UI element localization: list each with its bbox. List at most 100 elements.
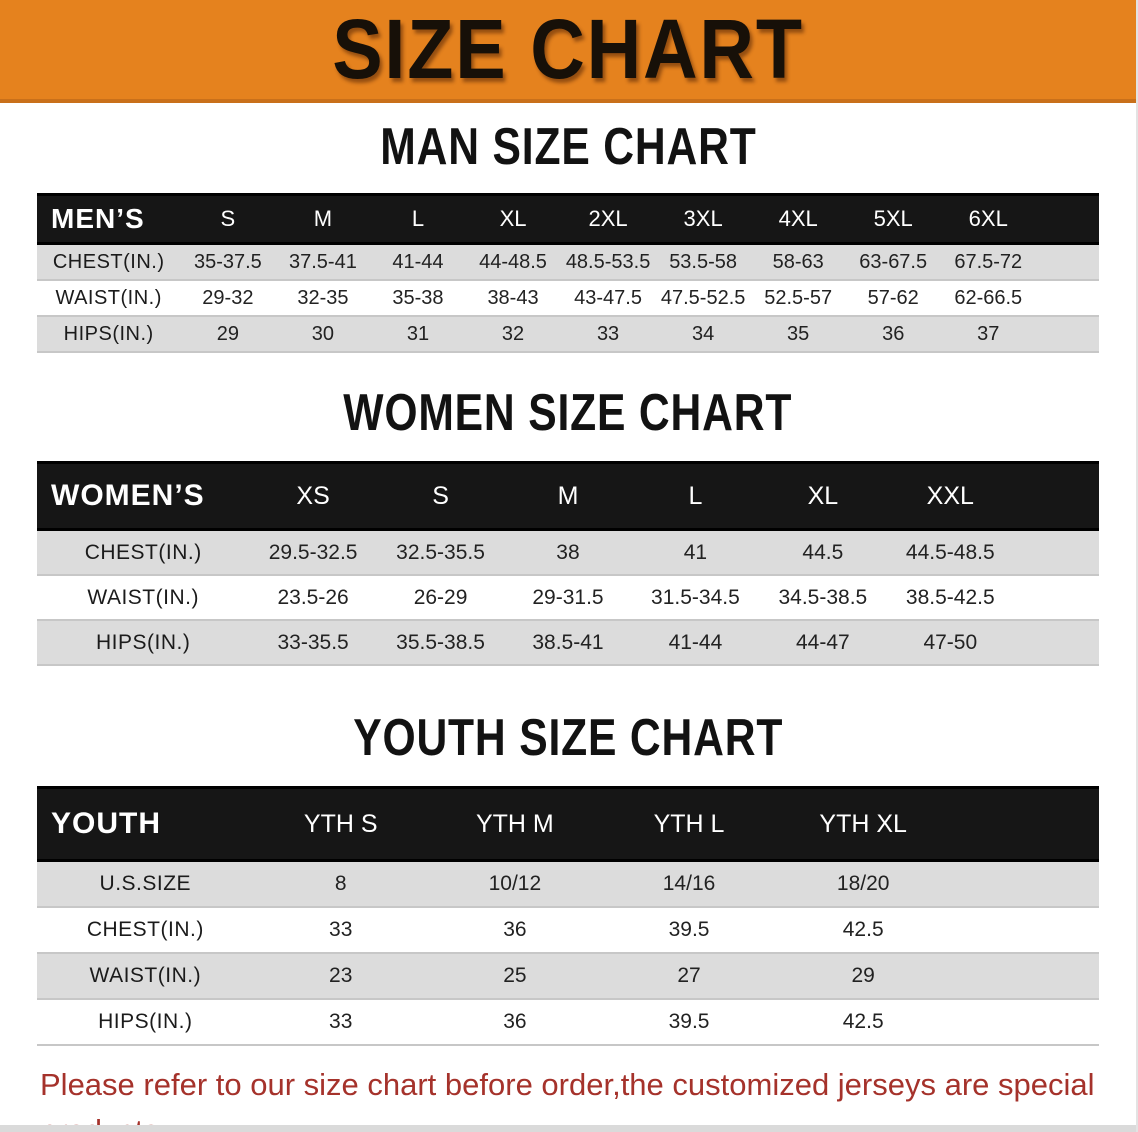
measurement-value: 35-38 <box>370 280 466 317</box>
men-section-heading-text: MAN SIZE CHART <box>379 118 757 176</box>
measurement-value: 31.5-34.5 <box>631 575 760 621</box>
spacer-cell <box>950 860 1099 908</box>
measurement-value: 48.5-53.5 <box>560 243 656 281</box>
size-column-header: M <box>275 193 371 245</box>
size-column-header: YTH L <box>601 786 777 862</box>
table-title-cell: YOUTH <box>37 786 254 862</box>
youth-section-heading-text: YOUTH SIZE CHART <box>352 709 784 767</box>
measurement-value: 39.5 <box>601 999 777 1046</box>
row-label: HIPS(IN.) <box>37 620 250 666</box>
measurement-value: 44.5 <box>759 529 887 576</box>
row-label: HIPS(IN.) <box>37 316 181 353</box>
spacer-cell <box>1014 620 1099 666</box>
men-section-heading: MAN SIZE CHART <box>0 119 1136 175</box>
measurement-row: CHEST(IN.) 33 36 39.5 42.5 <box>37 907 1099 954</box>
measurement-value: 29 <box>776 953 951 1000</box>
measurement-row: HIPS(IN.) 33-35.5 35.5-38.5 38.5-41 41-44 44-… <box>37 620 1099 666</box>
men-section: MAN SIZE CHART MEN’S S M L XL 2XL 3XL 4XL 5XL 6XL… <box>0 119 1136 353</box>
measurement-value: 29-31.5 <box>504 575 632 621</box>
measurement-row: WAIST(IN.) 23.5-26 26-29 29-31.5 31.5-34.5 34… <box>37 575 1099 621</box>
banner: SIZE CHART <box>0 0 1136 103</box>
size-column-header: YTH S <box>253 786 428 862</box>
size-column-header: YTH M <box>427 786 602 862</box>
size-column-header: XL <box>465 193 561 245</box>
size-column-header: XXL <box>886 461 1015 531</box>
measurement-value: 35-37.5 <box>180 243 276 281</box>
measurement-value: 58-63 <box>750 243 846 281</box>
measurement-value: 53.5-58 <box>655 243 751 281</box>
measurement-value: 41 <box>631 529 760 576</box>
measurement-value: 31 <box>370 316 466 353</box>
row-label: CHEST(IN.) <box>37 529 250 576</box>
spacer-cell <box>950 999 1099 1046</box>
size-column-header: YTH XL <box>776 786 951 862</box>
spacer-cell <box>950 786 1099 862</box>
measurement-value: 33 <box>560 316 656 353</box>
size-column-header: S <box>376 461 505 531</box>
measurement-value: 63-67.5 <box>845 243 941 281</box>
women-section: WOMEN SIZE CHART WOMEN’S XS S M L XL XXL CHEST(… <box>0 385 1136 666</box>
measurement-value: 30 <box>275 316 371 353</box>
measurement-value: 23 <box>253 953 428 1000</box>
measurement-value: 36 <box>427 907 602 954</box>
spacer-cell <box>1035 316 1099 353</box>
spacer-cell <box>1014 575 1099 621</box>
measurement-value: 27 <box>601 953 777 1000</box>
measurement-value: 33 <box>253 999 428 1046</box>
measurement-value: 32 <box>465 316 561 353</box>
women-section-heading-text: WOMEN SIZE CHART <box>343 384 793 442</box>
youth-size-table: YOUTH YTH S YTH M YTH L YTH XL U.S.SIZE 8 10/12… <box>37 786 1099 1046</box>
measurement-value: 52.5-57 <box>750 280 846 317</box>
row-label: WAIST(IN.) <box>37 575 250 621</box>
size-column-header: 6XL <box>940 193 1036 245</box>
measurement-row: U.S.SIZE 8 10/12 14/16 18/20 <box>37 860 1099 908</box>
measurement-value: 33 <box>253 907 428 954</box>
size-column-header: XL <box>759 461 887 531</box>
measurement-value: 34 <box>655 316 751 353</box>
measurement-row: HIPS(IN.) 33 36 39.5 42.5 <box>37 999 1099 1046</box>
spacer-cell <box>1014 529 1099 576</box>
measurement-value: 42.5 <box>776 907 951 954</box>
disclaimer: Please refer to our size chart before or… <box>0 1062 1136 1132</box>
measurement-value: 10/12 <box>427 860 602 908</box>
measurement-value: 44-48.5 <box>465 243 561 281</box>
measurement-value: 44.5-48.5 <box>886 529 1015 576</box>
measurement-row: WAIST(IN.) 29-32 32-35 35-38 38-43 43-47.5 47.… <box>37 280 1099 317</box>
measurement-value: 38.5-41 <box>504 620 632 666</box>
measurement-value: 36 <box>845 316 941 353</box>
size-column-header: L <box>370 193 466 245</box>
measurement-value: 37 <box>940 316 1036 353</box>
measurement-value: 36 <box>427 999 602 1046</box>
table-header-row: YOUTH YTH S YTH M YTH L YTH XL <box>37 786 1099 862</box>
measurement-value: 34.5-38.5 <box>759 575 887 621</box>
spacer-cell <box>950 907 1099 954</box>
row-label: U.S.SIZE <box>37 860 254 908</box>
size-column-header: M <box>504 461 632 531</box>
size-column-header: L <box>631 461 760 531</box>
row-label: CHEST(IN.) <box>37 243 181 281</box>
measurement-value: 38.5-42.5 <box>886 575 1015 621</box>
measurement-value: 38-43 <box>465 280 561 317</box>
table-header-row: MEN’S S M L XL 2XL 3XL 4XL 5XL 6XL <box>37 193 1099 245</box>
measurement-value: 35.5-38.5 <box>376 620 505 666</box>
row-label: HIPS(IN.) <box>37 999 254 1046</box>
table-title-cell: MEN’S <box>37 193 181 245</box>
men-size-table: MEN’S S M L XL 2XL 3XL 4XL 5XL 6XL CHEST(IN.) 35-37… <box>37 193 1099 353</box>
measurement-value: 42.5 <box>776 999 951 1046</box>
measurement-value: 39.5 <box>601 907 777 954</box>
disclaimer-line-1: Please refer to our size chart before or… <box>40 1067 1095 1132</box>
measurement-value: 23.5-26 <box>249 575 377 621</box>
size-column-header: S <box>180 193 276 245</box>
row-label: WAIST(IN.) <box>37 953 254 1000</box>
measurement-value: 26-29 <box>376 575 505 621</box>
size-column-header: 3XL <box>655 193 751 245</box>
table-title-cell: WOMEN’S <box>37 461 250 531</box>
row-label: CHEST(IN.) <box>37 907 254 954</box>
measurement-value: 67.5-72 <box>940 243 1036 281</box>
spacer-cell <box>1035 280 1099 317</box>
measurement-value: 32-35 <box>275 280 371 317</box>
measurement-value: 41-44 <box>370 243 466 281</box>
size-column-header: 4XL <box>750 193 846 245</box>
size-column-header: 2XL <box>560 193 656 245</box>
spacer-cell <box>1035 193 1099 245</box>
